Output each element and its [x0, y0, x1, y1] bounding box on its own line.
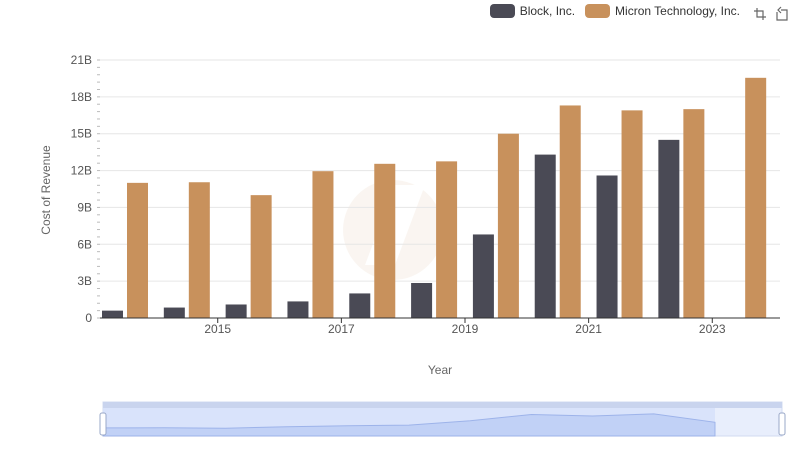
- bar-micron-2020[interactable]: [497, 133, 519, 318]
- legend-label-block: Block, Inc.: [519, 4, 576, 18]
- bar-block-2023[interactable]: [658, 139, 680, 318]
- bar-micron-2019[interactable]: [436, 161, 458, 318]
- legend-swatch-micron: [585, 4, 611, 18]
- bar-micron-2016[interactable]: [250, 195, 272, 318]
- bar-block-2022[interactable]: [596, 175, 618, 318]
- bar-block-2014[interactable]: [102, 310, 123, 318]
- y-tick-label: 18B: [71, 90, 92, 104]
- bar-micron-2015[interactable]: [188, 182, 210, 318]
- x-tick-label: 2021: [575, 322, 602, 336]
- slider-right-handle[interactable]: [778, 412, 786, 436]
- legend-item-micron[interactable]: Micron Technology, Inc.: [585, 4, 740, 18]
- y-tick-label: 9B: [77, 200, 92, 214]
- restore-icon[interactable]: [774, 6, 790, 22]
- bar-micron-2024[interactable]: [745, 77, 767, 318]
- bar-micron-2023[interactable]: [683, 109, 705, 319]
- legend: Block, Inc. Micron Technology, Inc.: [480, 4, 740, 18]
- x-tick-label: 2015: [204, 322, 231, 336]
- y-tick-label: 3B: [77, 274, 92, 288]
- y-tick-label: 12B: [71, 164, 92, 178]
- legend-label-micron: Micron Technology, Inc.: [615, 4, 740, 18]
- data-zoom-slider[interactable]: [99, 401, 786, 437]
- bar-block-2020[interactable]: [472, 234, 494, 318]
- x-axis-title: Year: [428, 363, 452, 377]
- bars: [102, 77, 767, 319]
- x-tick-label: 2019: [452, 322, 479, 336]
- y-tick-label: 21B: [71, 53, 92, 67]
- bar-micron-2017[interactable]: [312, 171, 334, 318]
- bar-block-2018[interactable]: [349, 293, 371, 318]
- legend-swatch-block: [489, 4, 515, 18]
- bar-micron-2018[interactable]: [374, 163, 396, 318]
- zoom-icon[interactable]: [752, 6, 768, 22]
- toolbox: [746, 6, 790, 22]
- axes: 0 3B 6B 9B 12B 15B 18B 21B 2015 2017 2019 2021 2023: [71, 53, 780, 336]
- y-tick-label: 0: [85, 311, 92, 325]
- x-tick-label: 2017: [328, 322, 355, 336]
- slider-left-handle[interactable]: [99, 412, 107, 436]
- y-tick-label: 15B: [71, 127, 92, 141]
- bar-block-2019[interactable]: [411, 282, 433, 318]
- bar-micron-2014[interactable]: [127, 182, 148, 318]
- x-tick-label: 2023: [699, 322, 726, 336]
- slider-preview-area: [102, 413, 716, 437]
- slider-move-handle[interactable]: [103, 402, 782, 408]
- bar-block-2016[interactable]: [225, 304, 247, 318]
- y-tick-label: 6B: [77, 237, 92, 251]
- bar-block-2017[interactable]: [287, 301, 309, 318]
- bar-micron-2022[interactable]: [621, 110, 643, 318]
- legend-item-block[interactable]: Block, Inc.: [489, 4, 576, 18]
- bar-block-2015[interactable]: [163, 307, 185, 318]
- bar-micron-2021[interactable]: [559, 105, 581, 318]
- bar-block-2021[interactable]: [534, 154, 556, 318]
- y-axis-title: Cost of Revenue: [39, 145, 53, 235]
